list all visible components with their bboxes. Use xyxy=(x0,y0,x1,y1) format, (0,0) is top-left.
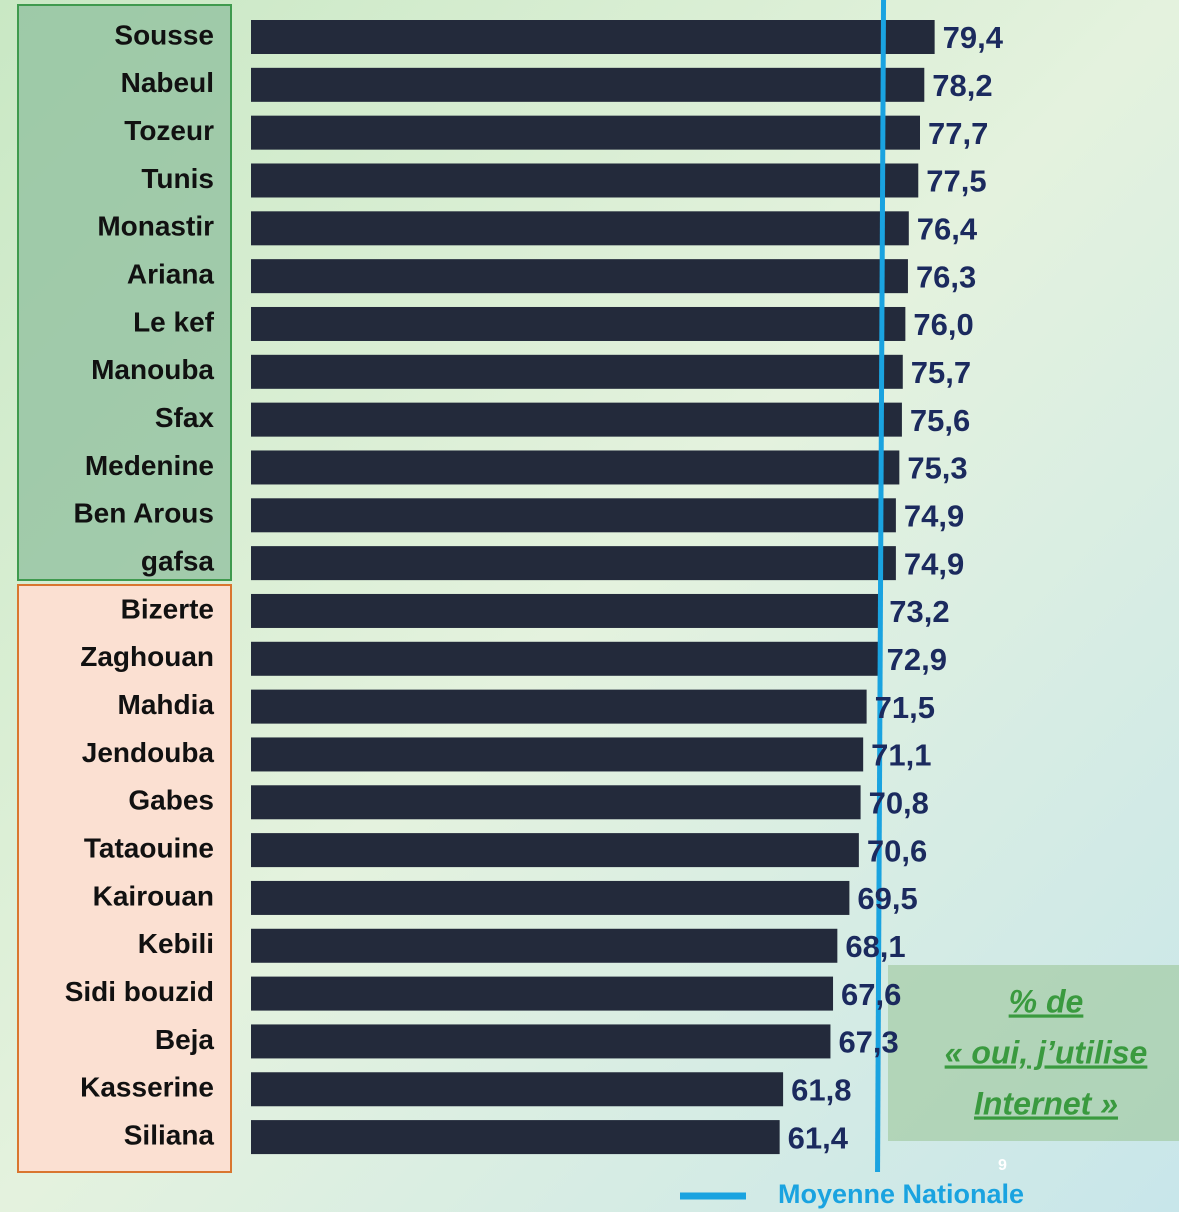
category-label: Kairouan xyxy=(93,880,214,911)
bar xyxy=(251,20,935,54)
category-label: Medenine xyxy=(85,450,214,481)
category-label: Manouba xyxy=(91,354,214,385)
bar xyxy=(251,115,920,150)
category-label: Monastir xyxy=(97,211,214,242)
value-label: 71,5 xyxy=(875,690,935,725)
category-label: Zaghouan xyxy=(80,641,214,672)
bar xyxy=(251,976,834,1011)
value-label: 61,4 xyxy=(788,1120,849,1155)
category-label: gafsa xyxy=(141,546,215,577)
bar xyxy=(251,928,838,963)
value-label: 76,4 xyxy=(917,212,978,247)
category-label: Kebili xyxy=(138,928,214,959)
value-label: 78,2 xyxy=(932,68,992,103)
value-label: 76,3 xyxy=(916,259,976,294)
category-label: Sfax xyxy=(155,402,215,433)
value-label: 76,0 xyxy=(913,307,973,342)
category-label: Mahdia xyxy=(118,689,215,720)
category-label: Sidi bouzid xyxy=(65,976,214,1007)
bar xyxy=(251,737,864,772)
value-label: 70,8 xyxy=(869,785,929,820)
bar xyxy=(251,67,925,102)
bar xyxy=(251,354,903,389)
group-box-bottom xyxy=(17,584,232,1173)
value-label: 67,6 xyxy=(841,977,901,1012)
bar xyxy=(251,498,896,533)
legend-label: Moyenne Nationale xyxy=(778,1179,1024,1209)
bar xyxy=(251,259,908,294)
value-label: 77,7 xyxy=(928,116,988,151)
category-label: Bizerte xyxy=(121,593,214,624)
group-box-top xyxy=(17,4,232,581)
value-label: 69,5 xyxy=(857,881,917,916)
category-label: Le kef xyxy=(133,306,215,337)
value-label: 72,9 xyxy=(887,642,947,677)
category-label: Jendouba xyxy=(82,737,215,768)
category-label: Tozeur xyxy=(124,115,214,146)
page-number: 9 xyxy=(998,1157,1007,1174)
bar xyxy=(251,450,900,485)
bar xyxy=(251,833,859,868)
category-label: Beja xyxy=(155,1024,215,1055)
category-label: Ariana xyxy=(127,259,215,290)
category-label: Nabeul xyxy=(121,67,214,98)
annotation-text: « oui, j’utilise xyxy=(945,1034,1148,1070)
value-label: 74,9 xyxy=(904,546,964,581)
annotation-text: Internet » xyxy=(974,1085,1118,1121)
bar xyxy=(251,1120,780,1155)
value-label: 73,2 xyxy=(889,594,949,629)
reference-line xyxy=(875,0,887,1173)
bar xyxy=(251,880,850,915)
category-label: Kasserine xyxy=(80,1072,214,1103)
bar xyxy=(251,641,879,676)
bar xyxy=(251,306,906,341)
bar xyxy=(251,163,919,198)
bar xyxy=(251,546,896,581)
bar xyxy=(251,1072,784,1107)
category-label: Ben Arous xyxy=(73,498,214,529)
category-label: Sousse xyxy=(114,19,214,50)
value-label: 79,4 xyxy=(943,20,1004,55)
annotation-text: % de xyxy=(1009,983,1084,1019)
bar xyxy=(251,785,861,820)
category-label: Siliana xyxy=(124,1119,215,1150)
value-label: 75,3 xyxy=(907,451,967,486)
category-label: Tunis xyxy=(141,163,214,194)
value-label: 67,3 xyxy=(838,1025,898,1060)
bar xyxy=(251,689,867,724)
bar xyxy=(251,402,902,437)
value-label: 61,8 xyxy=(791,1072,851,1107)
bar xyxy=(251,211,909,246)
value-label: 77,5 xyxy=(926,164,986,199)
value-label: 70,6 xyxy=(867,833,927,868)
value-label: 68,1 xyxy=(845,929,905,964)
annotation-box xyxy=(888,965,1179,1141)
category-label: Gabes xyxy=(128,785,214,816)
value-label: 71,1 xyxy=(871,738,931,773)
bar xyxy=(251,1024,831,1059)
bar xyxy=(251,593,882,628)
value-label: 75,7 xyxy=(911,355,971,390)
category-label: Tataouine xyxy=(84,833,214,864)
value-label: 74,9 xyxy=(904,498,964,533)
value-label: 75,6 xyxy=(910,403,970,438)
